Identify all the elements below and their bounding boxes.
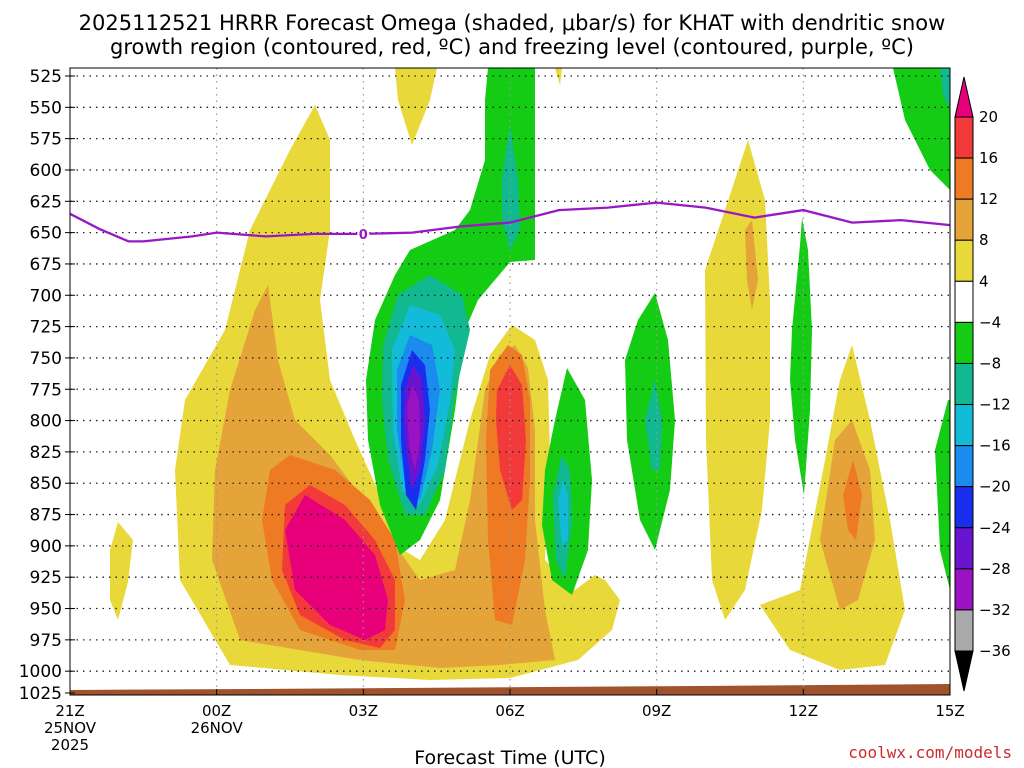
omega-region-orange-right	[843, 460, 862, 540]
omega-region-teal-5	[940, 68, 950, 110]
x-tick-label: 26NOV	[191, 719, 244, 737]
chart-title: 2025112521 HRRR Forecast Omega (shaded, …	[79, 11, 946, 59]
y-tick-label: 800	[30, 412, 62, 432]
colorbar-label: 16	[979, 149, 998, 167]
y-tick-label: 625	[30, 192, 62, 212]
x-tick-label: 00Z	[202, 702, 231, 720]
colorbar-label: 4	[979, 272, 989, 290]
colorbar-segment	[954, 239, 974, 282]
colorbar-segment	[954, 486, 974, 529]
y-tick-label: 875	[30, 506, 62, 526]
freezing-level-label: 0	[359, 228, 368, 243]
y-axis-ticks: 525 550 575 600 625 650 675 700 725 750 775 800 825 8…	[19, 67, 75, 704]
y-tick-label: 775	[30, 380, 62, 400]
y-tick-label: 550	[30, 98, 62, 118]
x-axis-label: Forecast Time (UTC)	[414, 747, 605, 768]
omega-region-green-5	[893, 68, 950, 190]
omega-region-teal-top	[502, 125, 520, 250]
colorbar-label: 8	[979, 231, 989, 249]
y-tick-label: 925	[30, 568, 62, 588]
x-tick-label: 06Z	[495, 702, 524, 720]
x-tick-label: 21Z	[55, 702, 84, 720]
colorbar-segment	[954, 527, 974, 570]
title-line-1: 2025112521 HRRR Forecast Omega (shaded, …	[79, 11, 946, 35]
omega-region-yellow-small-left	[110, 522, 133, 620]
omega-region-violet	[407, 385, 420, 470]
x-tick-label: 03Z	[349, 702, 378, 720]
colorbar-label: −12	[979, 396, 1011, 414]
y-tick-label: 750	[30, 349, 62, 369]
colorbar-label: −20	[979, 478, 1011, 496]
omega-region-yellow-top	[395, 68, 437, 145]
freezing-level-line	[69, 201, 951, 243]
colorbar-top-arrow	[954, 76, 974, 118]
y-tick-label: 675	[30, 255, 62, 275]
omega-region-green-4	[790, 218, 812, 495]
colorbar-label: −8	[979, 354, 1001, 372]
omega-region-teal-3	[645, 380, 662, 470]
y-tick-label: 725	[30, 318, 62, 338]
y-tick-label: 950	[30, 600, 62, 620]
gridlines	[70, 68, 950, 695]
x-tick-label: 25NOV	[44, 719, 97, 737]
colorbar-label: −16	[979, 437, 1011, 455]
colorbar-segment	[954, 116, 974, 159]
omega-region-red-2	[496, 365, 526, 510]
y-tick-label: 1025	[19, 684, 62, 704]
y-tick-label: 900	[30, 537, 62, 557]
colorbar: 20 16 12 8 4 −4 −8 −12 −16 −20 −24 −28 −32 −36	[954, 76, 1011, 692]
x-tick-label: 09Z	[642, 702, 671, 720]
colorbar-label: −32	[979, 601, 1011, 619]
credit-text: coolwx.com/models	[848, 743, 1012, 762]
freezing-level-contour: 0	[69, 201, 951, 243]
y-tick-label: 850	[30, 474, 62, 494]
omega-region-cyan-2	[558, 480, 568, 545]
colorbar-label: 20	[979, 108, 998, 126]
colorbar-label: −28	[979, 560, 1011, 578]
x-tick-label: 15Z	[935, 702, 964, 720]
colorbar-segment	[954, 157, 974, 200]
colorbar-segment	[954, 321, 974, 364]
y-tick-label: 1000	[19, 662, 62, 682]
colorbar-label: −24	[979, 519, 1011, 537]
x-tick-label: 2025	[51, 736, 89, 754]
omega-shading	[110, 68, 950, 680]
omega-region-green-6	[935, 400, 950, 590]
title-line-2: growth region (contoured, red, ºC) and f…	[110, 35, 914, 59]
omega-region-yellow-right-1	[705, 140, 770, 620]
y-tick-label: 600	[30, 161, 62, 181]
colorbar-segment	[954, 198, 974, 241]
x-tick-label: 12Z	[789, 702, 818, 720]
y-tick-label: 825	[30, 443, 62, 463]
colorbar-segment	[954, 404, 974, 447]
colorbar-label: 12	[979, 190, 998, 208]
colorbar-segment	[954, 609, 974, 652]
colorbar-label: −36	[979, 642, 1011, 660]
y-tick-label: 700	[30, 286, 62, 306]
colorbar-segment	[954, 280, 974, 323]
y-tick-label: 575	[30, 130, 62, 150]
colorbar-label: −4	[979, 313, 1001, 331]
y-tick-label: 525	[30, 67, 62, 87]
y-tick-label: 650	[30, 224, 62, 244]
plot-frame	[69, 67, 951, 696]
colorbar-segment	[954, 362, 974, 406]
omega-region-lightorange-right-1	[745, 220, 758, 310]
colorbar-segment	[954, 568, 974, 611]
colorbar-segment	[954, 445, 974, 488]
omega-region-magenta	[285, 495, 388, 640]
y-tick-label: 975	[30, 631, 62, 651]
colorbar-bottom-arrow	[954, 650, 974, 692]
freezing-label-bg	[357, 225, 370, 242]
